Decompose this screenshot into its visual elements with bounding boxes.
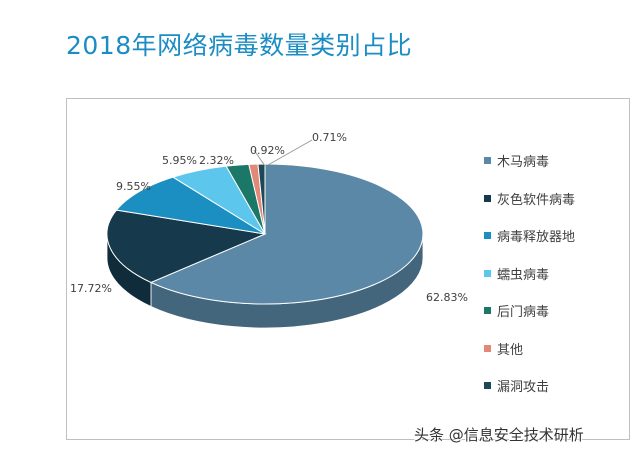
data-label: 0.71% — [312, 131, 347, 144]
watermark: 头条 @信息安全技术研析 — [414, 426, 584, 444]
legend-item: 木马病毒 — [484, 142, 575, 180]
legend: 木马病毒灰色软件病毒 病毒释放器地 蠕虫病毒后门病毒其他漏洞攻击 — [484, 142, 575, 405]
legend-label: 木马病毒 — [497, 155, 550, 171]
legend-swatch — [484, 194, 491, 202]
legend-item: 后门病毒 — [484, 292, 575, 330]
data-label: 5.95% — [162, 154, 197, 167]
pie-slice — [106, 209, 267, 284]
legend-item: 漏洞攻击 — [484, 367, 575, 405]
legend-swatch — [484, 232, 491, 240]
data-label: 9.55% — [116, 180, 151, 193]
data-label: 2.32% — [199, 154, 234, 167]
legend-swatch — [484, 344, 491, 352]
chart-frame — [66, 98, 630, 440]
legend-label: 病毒释放器地 — [497, 230, 576, 246]
legend-item: 蠕虫病毒 — [484, 255, 575, 293]
legend-label: 后门病毒 — [497, 305, 550, 321]
leader-line — [267, 139, 313, 166]
data-label: 0.92% — [250, 144, 285, 157]
data-label: 62.83% — [426, 291, 468, 304]
legend-swatch — [484, 269, 491, 277]
legend-label: 其他 — [497, 342, 524, 358]
pie-slice — [257, 163, 266, 235]
pie-slice — [149, 163, 424, 305]
legend-item: 灰色软件病毒 — [484, 180, 575, 218]
legend-label: 漏洞攻击 — [497, 380, 550, 396]
legend-swatch — [484, 157, 491, 165]
legend-item: 病毒释放器地 — [484, 217, 575, 255]
legend-label: 灰色软件病毒 — [497, 192, 576, 208]
pie-slice — [115, 176, 266, 235]
data-label: 17.72% — [70, 282, 112, 295]
legend-swatch — [484, 382, 491, 390]
leader-line — [253, 149, 266, 167]
legend-item: 其他 — [484, 330, 575, 368]
legend-label: 蠕虫病毒 — [497, 267, 550, 283]
chart-title: 2018年网络病毒数量类别占比 — [66, 31, 413, 60]
legend-swatch — [484, 307, 491, 315]
